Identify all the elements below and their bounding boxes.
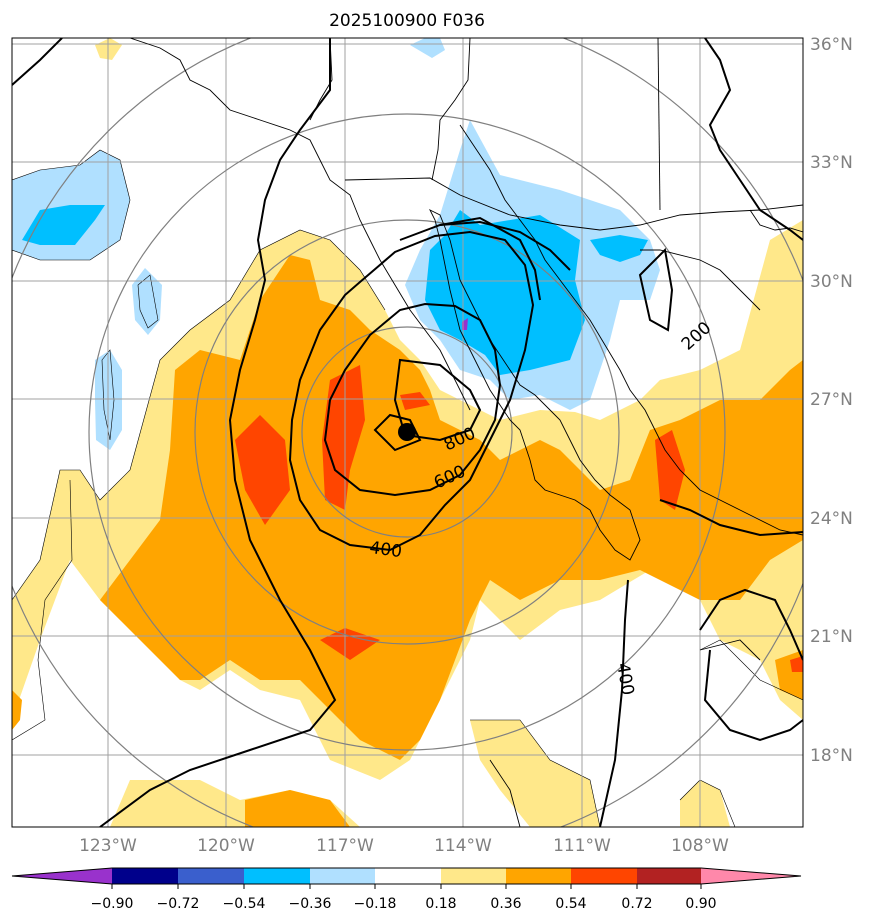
colorbar-tick-label: 0.18	[425, 896, 456, 912]
colorbar-min-extension	[12, 868, 112, 884]
coastlines	[129, 38, 803, 827]
lon-label: 123°W	[79, 836, 137, 856]
colorbar-tick-label: −0.18	[354, 896, 397, 912]
longitude-labels: 123°W 120°W 117°W 114°W 111°W 108°W	[79, 836, 729, 856]
map-title: 2025100900 F036	[329, 11, 485, 31]
colorbar-tick-label: −0.54	[223, 896, 266, 912]
colorbar-bin	[571, 868, 637, 884]
range-rings	[12, 38, 803, 827]
lon-label: 114°W	[434, 836, 492, 856]
colorbar-bin	[637, 868, 701, 884]
colorbar-tick-label: −0.36	[289, 896, 332, 912]
lat-label: 27°N	[810, 390, 853, 410]
latitude-labels: 36°N 33°N 30°N 27°N 24°N 21°N 18°N	[810, 35, 853, 766]
colorbar-tick-label: 0.54	[555, 896, 586, 912]
colorbar-tick-label: 0.90	[685, 896, 716, 912]
lat-label: 36°N	[810, 35, 853, 55]
colorbar-bin	[178, 868, 244, 884]
lat-label: 24°N	[810, 509, 853, 529]
lon-label: 120°W	[197, 836, 255, 856]
colorbar-ticks	[111, 884, 702, 889]
lat-label: 30°N	[810, 272, 853, 292]
height-contours	[12, 38, 803, 827]
lat-label: 18°N	[810, 746, 853, 766]
colorbar-bin	[441, 868, 506, 884]
colorbar-tick-label: −0.90	[91, 896, 134, 912]
lon-label: 111°W	[553, 836, 611, 856]
colorbar-tick-label: −0.72	[157, 896, 200, 912]
colorbar-bin	[112, 868, 178, 884]
colorbar-bin	[375, 868, 441, 884]
shading-blue	[22, 205, 648, 375]
colorbar-bin	[310, 868, 375, 884]
map-area: 200 400 600 800 400	[12, 38, 803, 827]
shading-orange	[12, 255, 803, 827]
colorbar-tick-label: 0.36	[490, 896, 521, 912]
contour-label-400: 400	[368, 538, 403, 562]
lon-label: 117°W	[316, 836, 374, 856]
colorbar-tick-label: 0.72	[621, 896, 652, 912]
colorbar-bin	[244, 868, 310, 884]
lon-label: 108°W	[671, 836, 729, 856]
colorbar: −0.90 −0.72 −0.54 −0.36 −0.18 0.18 0.36 …	[11, 867, 802, 912]
storm-center-marker	[398, 423, 416, 441]
colorbar-max-extension	[701, 868, 801, 884]
shading-outlines	[12, 149, 803, 827]
colorbar-bin	[506, 868, 571, 884]
shading-red	[235, 365, 803, 672]
map-frame	[11, 37, 804, 828]
lat-label: 33°N	[810, 153, 853, 173]
lat-label: 21°N	[810, 627, 853, 647]
